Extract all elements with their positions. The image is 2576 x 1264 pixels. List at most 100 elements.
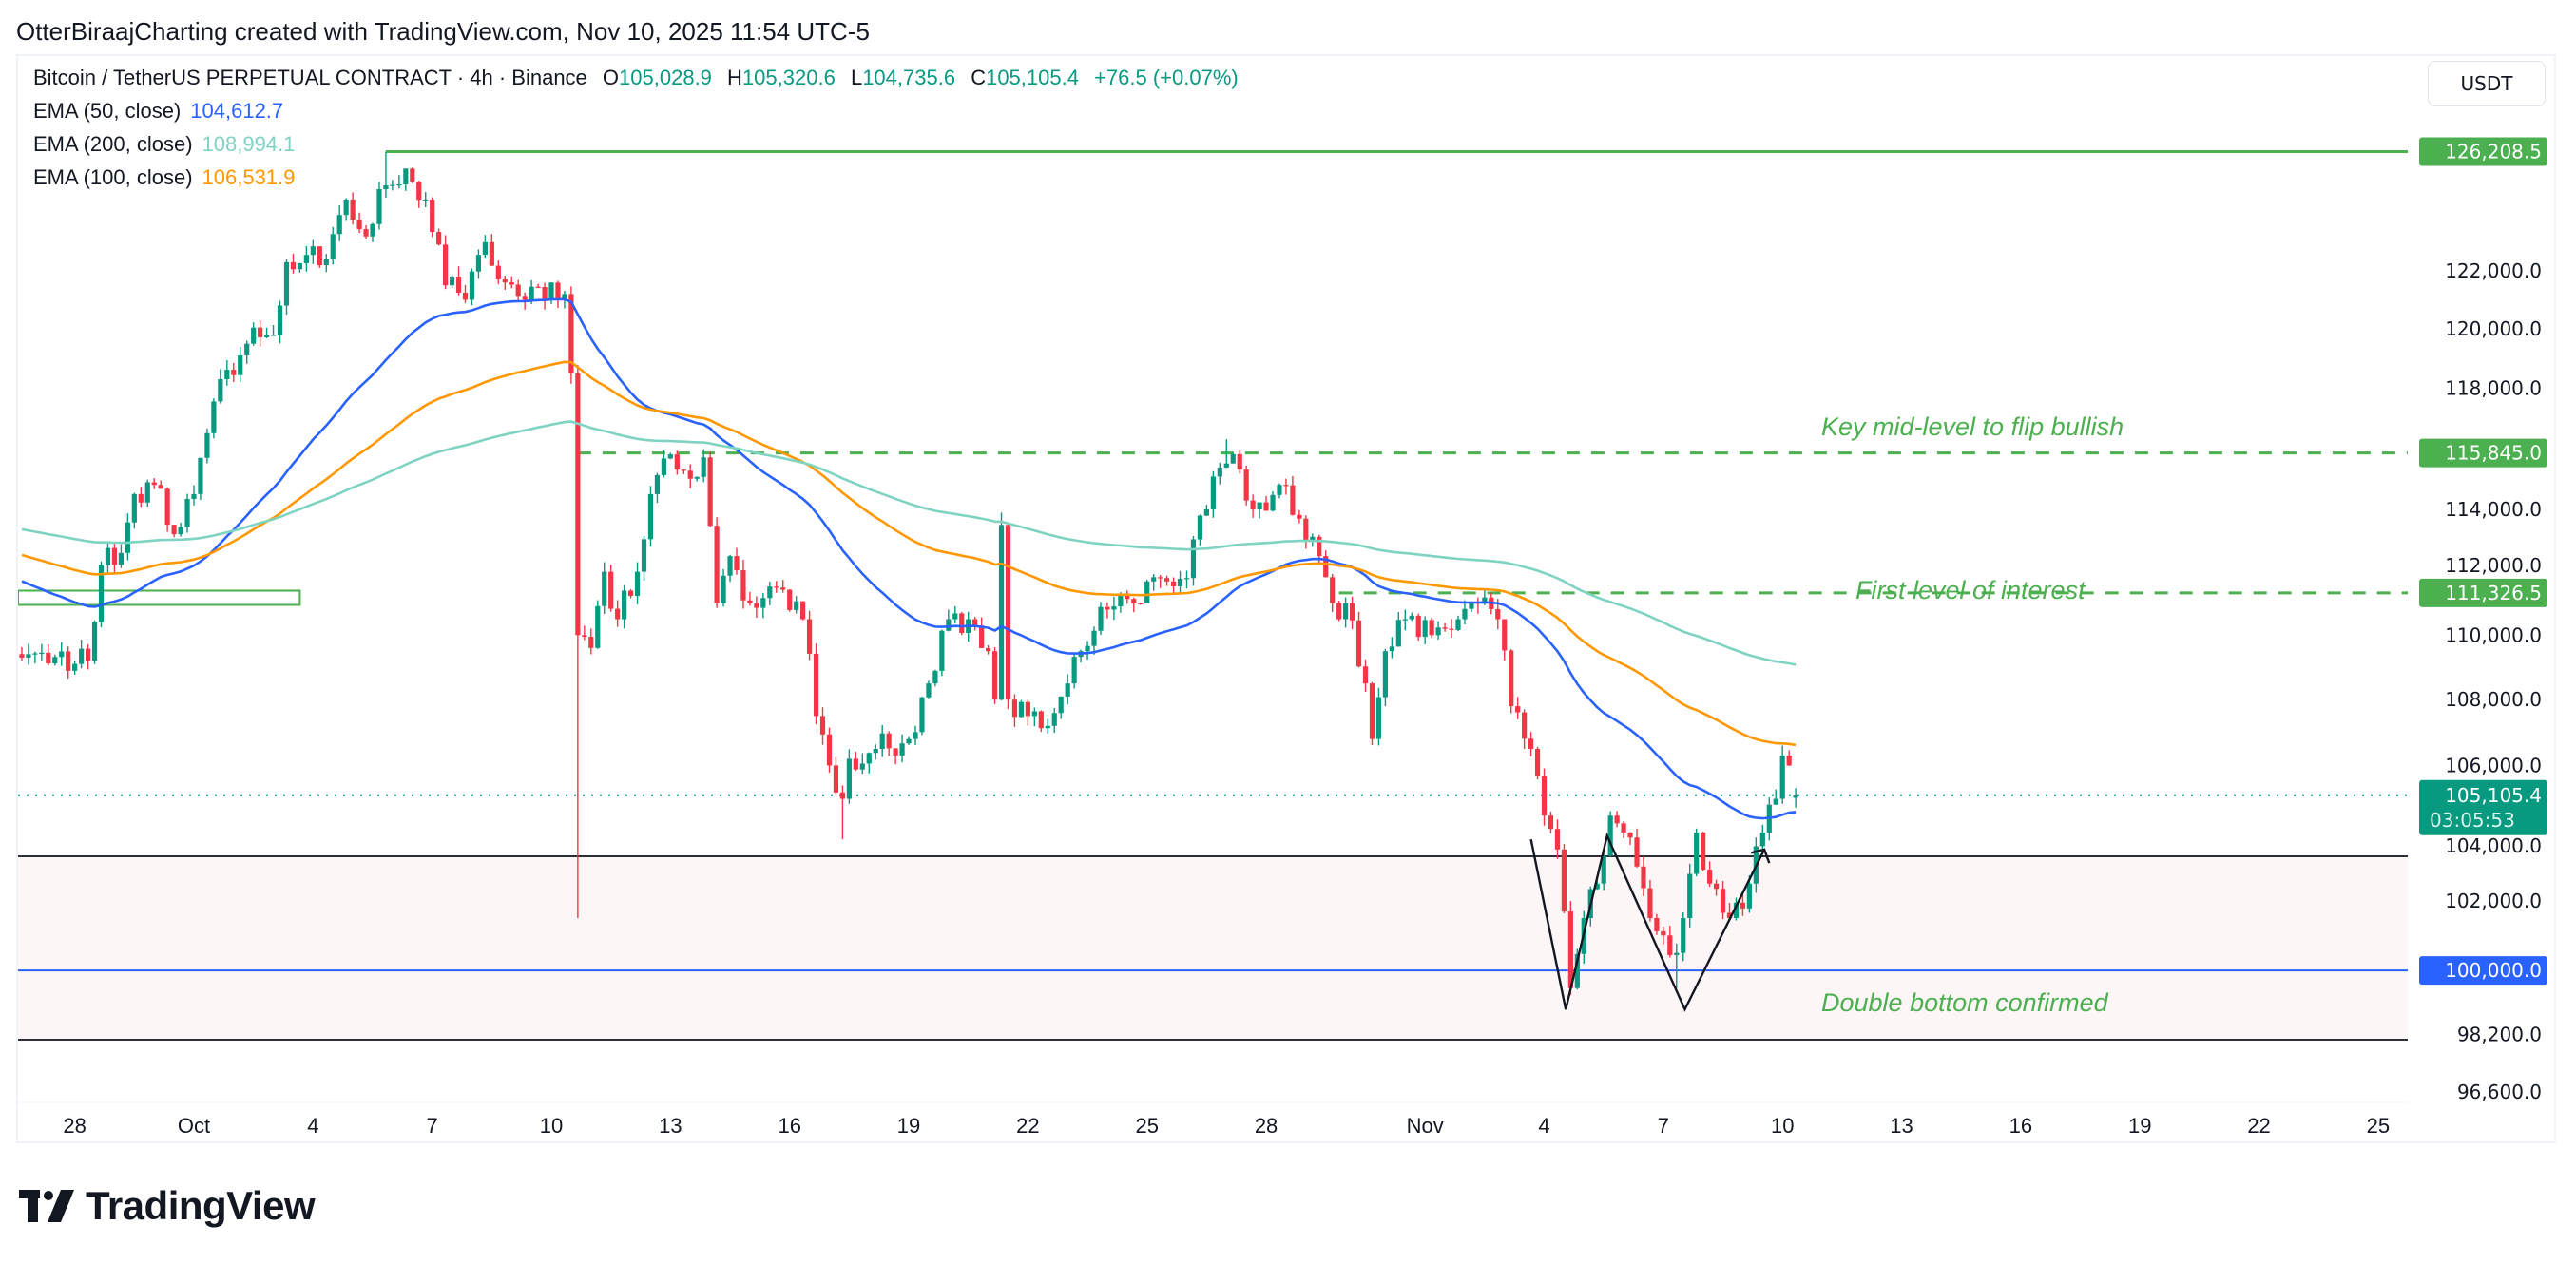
candle[interactable] — [806, 610, 813, 661]
candle[interactable] — [1713, 879, 1720, 896]
plot-area[interactable] — [18, 149, 2408, 1042]
candle[interactable] — [1045, 718, 1050, 734]
candle[interactable] — [46, 644, 51, 666]
candle[interactable] — [687, 464, 693, 488]
candle[interactable] — [767, 581, 773, 605]
candle[interactable] — [714, 517, 720, 608]
candle[interactable] — [1415, 613, 1421, 641]
candle[interactable] — [164, 487, 170, 532]
candle[interactable] — [350, 192, 356, 225]
candle[interactable] — [707, 450, 713, 527]
candle[interactable] — [833, 756, 839, 796]
candle[interactable] — [396, 175, 402, 189]
candle[interactable] — [98, 561, 105, 628]
candle[interactable] — [32, 651, 38, 664]
candle[interactable] — [1435, 621, 1441, 640]
demand-zone[interactable] — [18, 855, 2408, 1041]
candle[interactable] — [1607, 811, 1613, 857]
current-price-badge[interactable]: 105,105.403:05:53 — [2419, 779, 2547, 835]
candle[interactable] — [1011, 694, 1018, 727]
candle[interactable] — [1144, 579, 1150, 603]
candle[interactable] — [469, 268, 475, 306]
candle[interactable] — [1164, 575, 1170, 586]
candle[interactable] — [1183, 570, 1190, 589]
candle[interactable] — [283, 259, 290, 316]
candle[interactable] — [1355, 611, 1362, 668]
candle[interactable] — [1038, 710, 1044, 733]
candle[interactable] — [721, 568, 726, 607]
candle[interactable] — [1349, 596, 1355, 630]
candle[interactable] — [1654, 913, 1660, 935]
candle[interactable] — [118, 544, 125, 568]
candle[interactable] — [634, 562, 641, 604]
candle[interactable] — [509, 276, 514, 289]
candle[interactable] — [39, 643, 45, 661]
candle[interactable] — [52, 654, 58, 666]
candle[interactable] — [224, 360, 230, 386]
candle[interactable] — [1601, 850, 1606, 891]
candle[interactable] — [654, 472, 661, 504]
candle[interactable] — [475, 249, 482, 279]
candle[interactable] — [430, 197, 435, 238]
candle[interactable] — [588, 628, 594, 655]
candle[interactable] — [826, 727, 833, 773]
candle[interactable] — [535, 283, 541, 288]
candle[interactable] — [839, 785, 846, 840]
candle[interactable] — [218, 369, 223, 404]
candle[interactable] — [370, 222, 375, 242]
candle[interactable] — [846, 749, 852, 804]
candle[interactable] — [336, 204, 342, 241]
candle[interactable] — [171, 525, 177, 538]
candle[interactable] — [998, 512, 1005, 701]
candle[interactable] — [1343, 597, 1349, 628]
candle[interactable] — [1098, 602, 1104, 636]
candle[interactable] — [416, 181, 422, 208]
candle[interactable] — [1203, 504, 1209, 516]
candle[interactable] — [893, 748, 898, 765]
candle[interactable] — [1230, 452, 1236, 464]
candle[interactable] — [740, 560, 746, 609]
candle[interactable] — [1125, 590, 1130, 604]
candle[interactable] — [211, 398, 217, 439]
candle[interactable] — [1574, 948, 1580, 990]
annotation-double-bottom[interactable]: Double bottom confirmed — [1821, 988, 2108, 1017]
candle[interactable] — [1382, 648, 1388, 707]
candle[interactable] — [482, 235, 488, 259]
candle[interactable] — [1369, 681, 1375, 745]
candle[interactable] — [443, 235, 449, 290]
candle[interactable] — [410, 167, 415, 183]
candle[interactable] — [111, 543, 118, 575]
candle[interactable] — [1330, 573, 1336, 612]
double-bottom-drawing[interactable] — [1529, 832, 1766, 1012]
candle[interactable] — [1051, 708, 1057, 733]
candle[interactable] — [1674, 943, 1680, 988]
candle[interactable] — [1250, 494, 1256, 518]
candle[interactable] — [1005, 524, 1011, 710]
candle[interactable] — [819, 707, 826, 745]
candle[interactable] — [575, 365, 581, 919]
candle[interactable] — [1085, 641, 1090, 661]
candle[interactable] — [1237, 450, 1242, 474]
currency-button[interactable]: USDT — [2428, 61, 2546, 106]
candle[interactable] — [1667, 926, 1673, 958]
candle[interactable] — [495, 260, 501, 285]
candle[interactable] — [1541, 768, 1548, 826]
candle[interactable] — [1111, 596, 1117, 621]
candle[interactable] — [1277, 483, 1282, 499]
price-badge[interactable]: 111,326.5 — [2419, 578, 2547, 607]
candle[interactable] — [1528, 732, 1534, 756]
candle[interactable] — [66, 646, 71, 679]
support-box[interactable] — [18, 589, 301, 606]
candle[interactable] — [926, 680, 932, 699]
ema100-legend[interactable]: EMA (100, close) 106,531.9 — [33, 164, 295, 191]
candle[interactable] — [343, 198, 349, 221]
candle[interactable] — [1462, 600, 1468, 625]
candle[interactable] — [1283, 478, 1289, 495]
candle[interactable] — [1707, 861, 1713, 888]
candle[interactable] — [1402, 609, 1408, 631]
candle[interactable] — [79, 639, 85, 669]
candle[interactable] — [886, 731, 892, 756]
candle[interactable] — [972, 617, 978, 631]
candle[interactable] — [1647, 879, 1653, 922]
candle[interactable] — [879, 724, 885, 757]
